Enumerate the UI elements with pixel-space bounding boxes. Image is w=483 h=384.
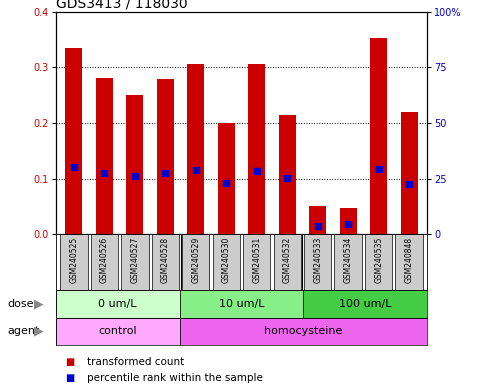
Bar xyxy=(157,79,174,234)
Bar xyxy=(60,234,87,290)
Bar xyxy=(370,38,387,234)
Text: percentile rank within the sample: percentile rank within the sample xyxy=(87,373,263,383)
Text: GDS3413 / 118030: GDS3413 / 118030 xyxy=(56,0,187,10)
Text: 0 um/L: 0 um/L xyxy=(98,299,137,309)
Point xyxy=(253,168,261,174)
Text: ▶: ▶ xyxy=(34,297,43,310)
Text: GSM240526: GSM240526 xyxy=(100,237,109,283)
Bar xyxy=(309,207,326,234)
Point xyxy=(314,223,322,229)
Bar xyxy=(340,207,356,234)
Bar xyxy=(213,234,240,290)
Bar xyxy=(96,78,113,234)
Text: GSM240534: GSM240534 xyxy=(344,237,353,283)
Bar xyxy=(396,234,423,290)
Text: ■: ■ xyxy=(65,373,74,383)
Bar xyxy=(180,290,303,318)
Point xyxy=(405,180,413,187)
Bar xyxy=(401,112,417,234)
Text: ▶: ▶ xyxy=(34,325,43,338)
Point xyxy=(222,180,230,186)
Point xyxy=(192,167,199,173)
Bar xyxy=(304,234,331,290)
Text: homocysteine: homocysteine xyxy=(264,326,342,336)
Bar xyxy=(56,318,180,345)
Bar xyxy=(66,48,82,234)
Bar xyxy=(187,65,204,234)
Text: agent: agent xyxy=(7,326,40,336)
Bar xyxy=(273,234,301,290)
Text: 10 um/L: 10 um/L xyxy=(219,299,264,309)
Text: transformed count: transformed count xyxy=(87,358,184,367)
Text: GSM240848: GSM240848 xyxy=(405,237,413,283)
Bar xyxy=(279,114,296,234)
Bar xyxy=(121,234,149,290)
Point xyxy=(284,175,291,181)
Point xyxy=(344,221,352,227)
Bar xyxy=(243,234,270,290)
Text: GSM240530: GSM240530 xyxy=(222,237,231,283)
Bar xyxy=(180,318,427,345)
Text: control: control xyxy=(98,326,137,336)
Bar xyxy=(152,234,179,290)
Bar xyxy=(56,290,180,318)
Text: GSM240535: GSM240535 xyxy=(374,237,383,283)
Bar xyxy=(182,234,210,290)
Bar xyxy=(91,234,118,290)
Text: 100 um/L: 100 um/L xyxy=(339,299,392,309)
Text: GSM240528: GSM240528 xyxy=(161,237,170,283)
Text: dose: dose xyxy=(7,299,34,309)
Text: ■: ■ xyxy=(65,358,74,367)
Bar xyxy=(248,65,265,234)
Text: GSM240529: GSM240529 xyxy=(191,237,200,283)
Bar xyxy=(127,95,143,234)
Text: GSM240531: GSM240531 xyxy=(252,237,261,283)
Point xyxy=(131,173,139,179)
Bar xyxy=(218,123,235,234)
Bar xyxy=(335,234,362,290)
Point xyxy=(100,170,108,176)
Bar xyxy=(303,290,427,318)
Text: GSM240533: GSM240533 xyxy=(313,237,322,283)
Bar xyxy=(365,234,392,290)
Point xyxy=(375,166,383,172)
Point xyxy=(161,170,169,176)
Point xyxy=(70,164,78,170)
Text: GSM240527: GSM240527 xyxy=(130,237,139,283)
Text: GSM240525: GSM240525 xyxy=(70,237,78,283)
Text: GSM240532: GSM240532 xyxy=(283,237,292,283)
